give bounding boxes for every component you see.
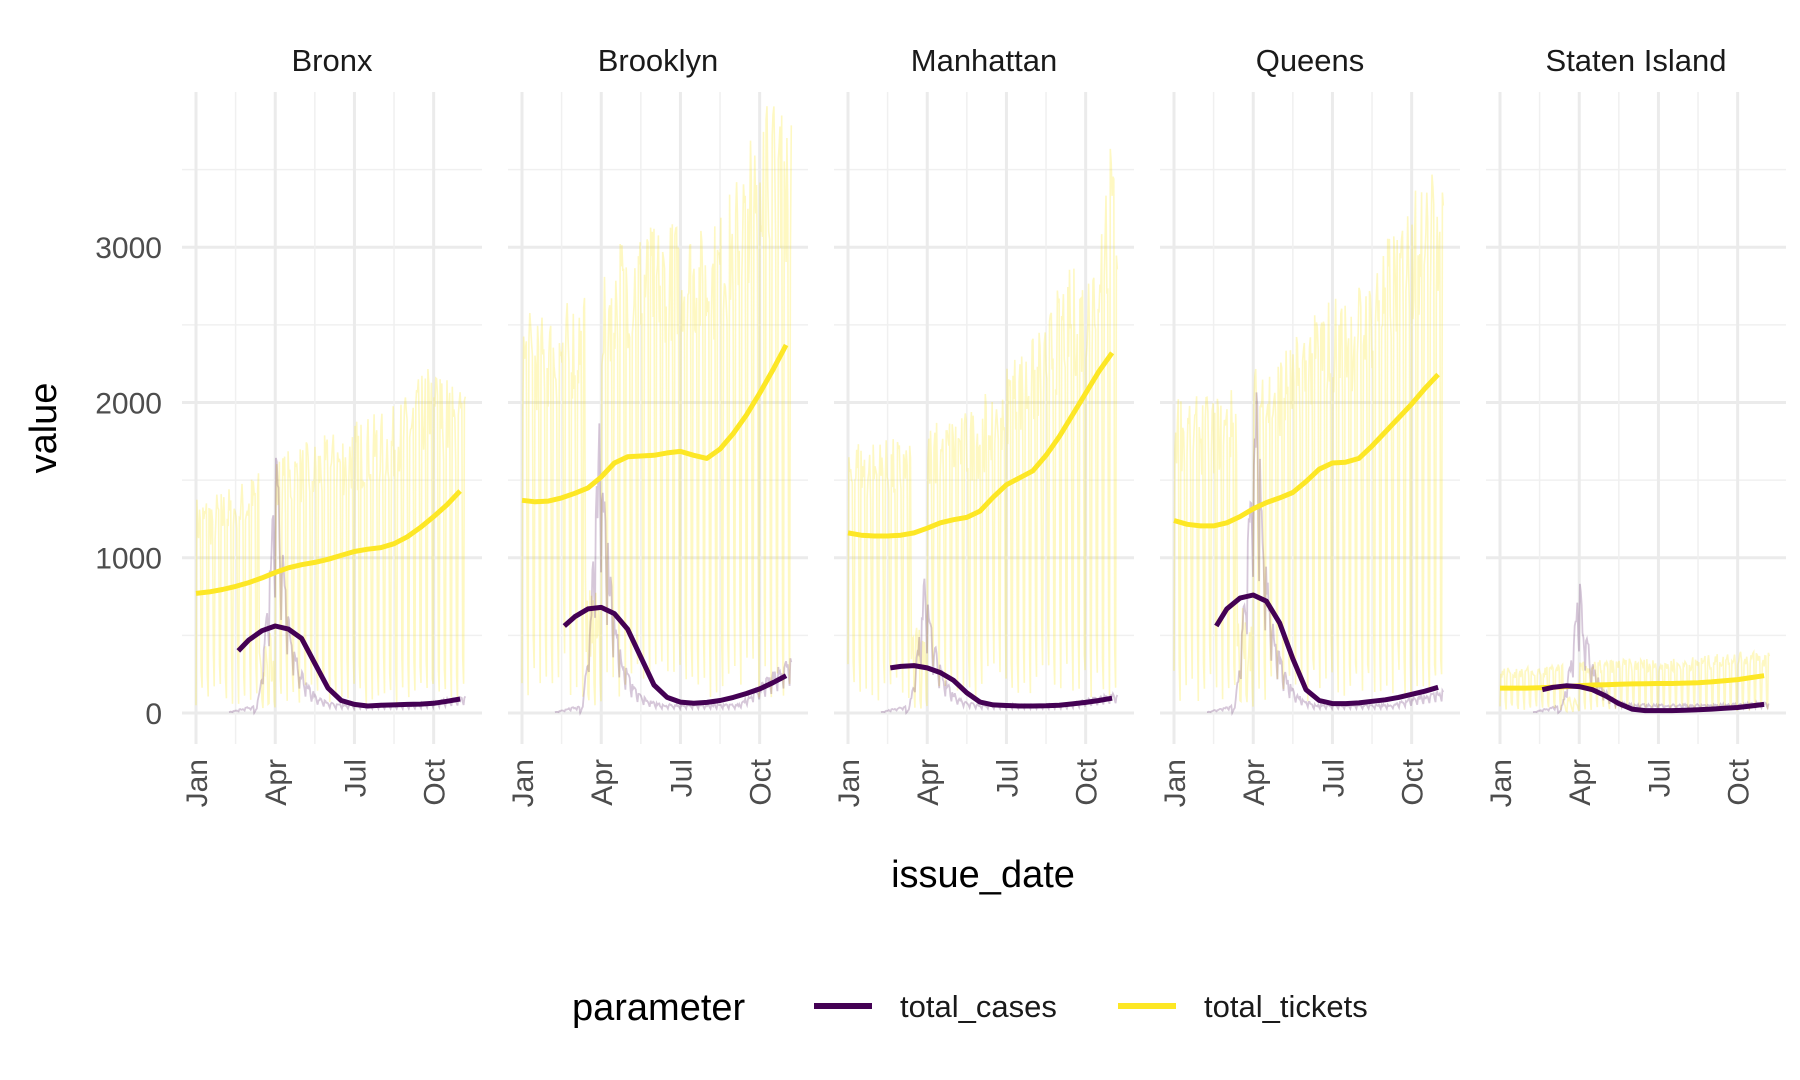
y-axis-title: value	[23, 383, 65, 474]
legend-label: total_tickets	[1204, 989, 1368, 1024]
total-cases-smooth-line	[562, 604, 788, 706]
facet-panel: Queens Jan Apr Jul Oct	[1159, 43, 1460, 807]
total-tickets-raw-line	[195, 369, 467, 709]
x-tick-label: Jul	[1643, 759, 1676, 797]
grid	[1160, 92, 1460, 744]
total-cases-raw-line	[1207, 392, 1445, 717]
facet-label: Brooklyn	[598, 43, 719, 78]
x-tick-label: Jul	[991, 759, 1024, 797]
x-tick-label: Jan	[181, 759, 214, 807]
y-tick-label: 2000	[95, 387, 162, 420]
total-tickets-smooth-line	[1173, 372, 1440, 529]
legend-item: total_cases	[814, 989, 1057, 1024]
total-tickets-raw-line	[521, 106, 793, 706]
x-tick-label: Oct	[1071, 758, 1104, 805]
facet-panel: Staten Island Jan Apr Jul Oct	[1485, 43, 1786, 807]
total-tickets-smooth-line	[521, 343, 789, 505]
y-tick-label: 1000	[95, 543, 162, 576]
total-tickets-raw-line	[847, 148, 1119, 709]
x-tick-label: Jan	[507, 759, 540, 807]
facet-label: Staten Island	[1546, 43, 1727, 78]
x-tick-label: Oct	[1723, 758, 1756, 805]
x-tick-label: Apr	[1238, 759, 1271, 806]
facet-panel: Brooklyn Jan Apr Jul Oct	[507, 43, 808, 807]
total-tickets-smooth-line	[195, 489, 462, 596]
grid	[1486, 92, 1786, 744]
x-tick-label: Oct	[1397, 758, 1430, 805]
legend-title: parameter	[572, 987, 746, 1029]
x-tick-label: Apr	[586, 759, 619, 806]
x-tick-label: Jan	[1159, 759, 1192, 807]
x-tick-label: Jan	[1485, 759, 1518, 807]
total-cases-smooth-line	[1541, 683, 1765, 714]
facet-panel: Bronx Jan Apr Jul Oct	[181, 43, 482, 807]
grid	[834, 92, 1134, 744]
x-tick-label: Jul	[665, 759, 698, 797]
x-tick-label: Apr	[260, 759, 293, 806]
x-tick-label: Jul	[1317, 759, 1350, 797]
legend-item: total_tickets	[1118, 989, 1368, 1024]
total-cases-smooth-line	[1214, 592, 1439, 707]
x-tick-label: Apr	[912, 759, 945, 806]
x-tick-label: Oct	[419, 758, 452, 805]
legend-label: total_cases	[900, 989, 1057, 1024]
total-cases-smooth-line	[236, 623, 461, 709]
facet-label: Bronx	[292, 43, 373, 78]
legend: parameter total_cases total_tickets	[572, 987, 1368, 1029]
facet-label: Manhattan	[911, 43, 1058, 78]
x-tick-label: Jan	[833, 759, 866, 807]
total-tickets-smooth-line	[847, 351, 1115, 539]
total-cases-smooth-line	[889, 663, 1113, 709]
total-cases-raw-line	[554, 423, 793, 717]
x-axis-title: issue_date	[891, 854, 1075, 896]
facet-panel: Manhattan Jan Apr Jul Oct	[833, 43, 1134, 807]
total-tickets-raw-line	[1173, 174, 1445, 707]
total-tickets-raw-line	[1499, 649, 1771, 714]
y-tick-label: 0	[145, 698, 162, 731]
grid	[508, 92, 808, 744]
y-tick-label: 3000	[95, 232, 162, 265]
x-tick-label: Oct	[745, 758, 778, 805]
x-tick-label: Apr	[1564, 759, 1597, 806]
y-axis: 0 1000 2000 3000	[95, 232, 162, 731]
x-tick-label: Jul	[339, 759, 372, 797]
facet-label: Queens	[1256, 43, 1365, 78]
